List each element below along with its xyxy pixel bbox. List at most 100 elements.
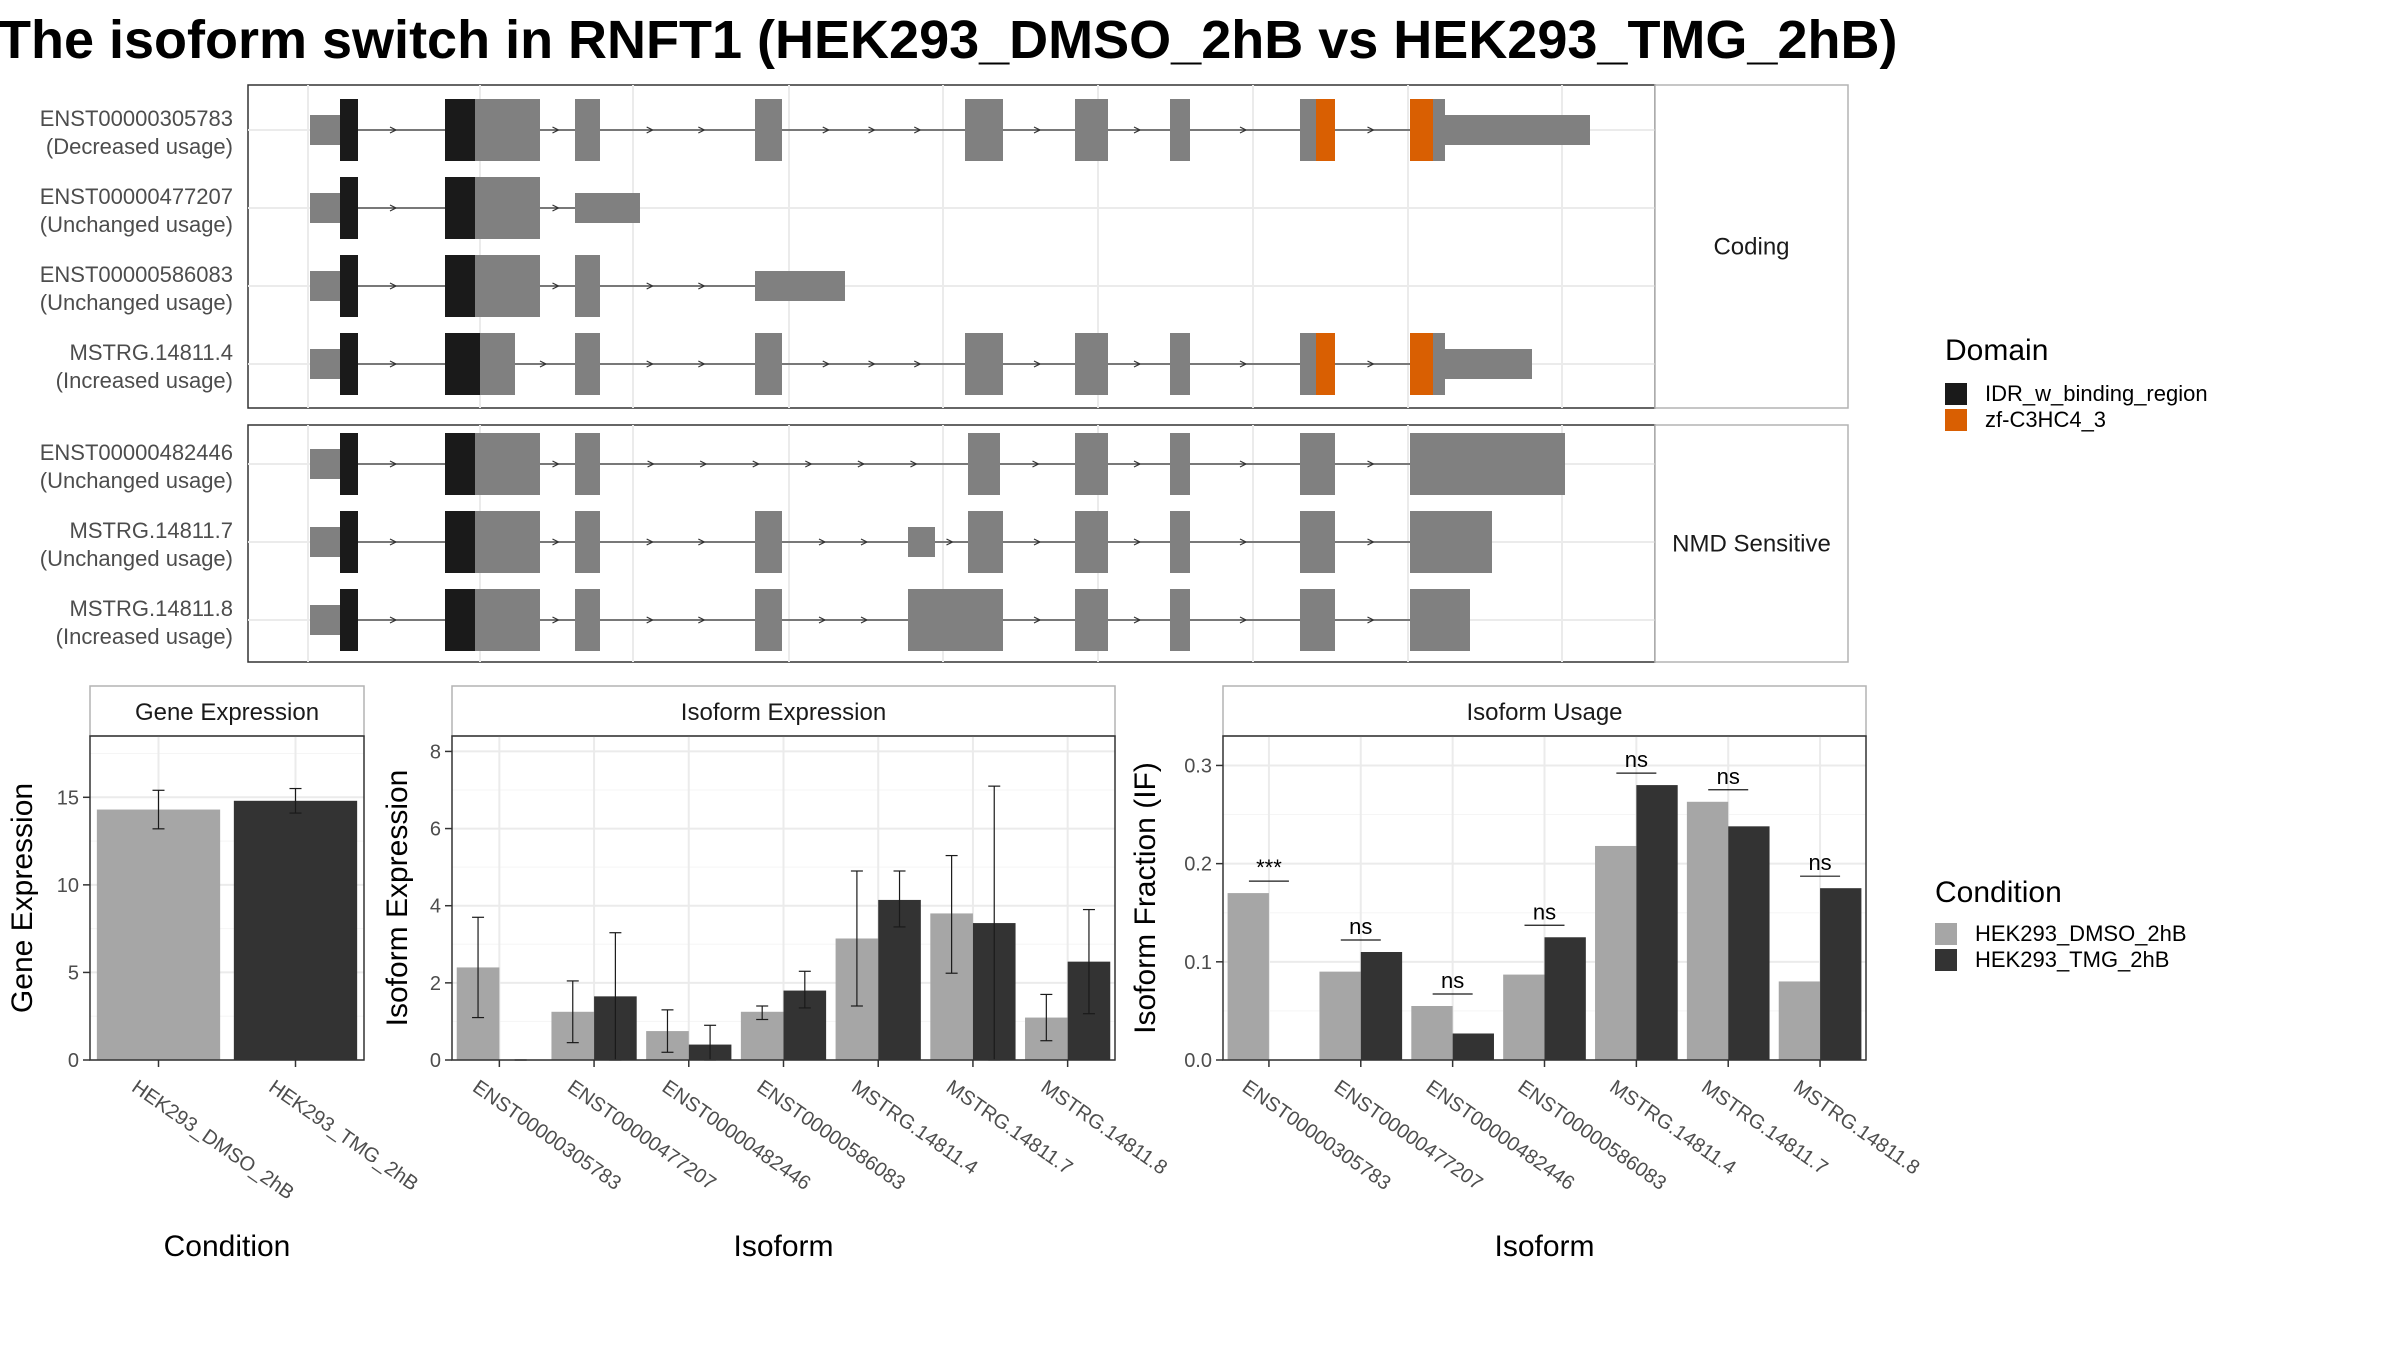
data-bar (96, 809, 221, 1060)
intron-arrow (946, 538, 954, 546)
data-bar (1728, 826, 1770, 1060)
domain-idr-block (445, 255, 475, 317)
data-bar (1452, 1033, 1494, 1060)
intron-arrow (539, 360, 548, 368)
y-tick-label: 15 (57, 787, 79, 809)
transcript-MSTRG.14811.7: MSTRG.14811.7 (Unchanged usage) (40, 511, 1492, 573)
data-bar (1411, 1006, 1453, 1060)
transcript-usage-label: (Increased usage) (56, 624, 233, 649)
intron-arrow (389, 204, 398, 212)
exon-block (310, 115, 345, 145)
y-tick-label: 0 (430, 1050, 441, 1072)
exon-block (1075, 333, 1108, 395)
intron-arrow (698, 126, 706, 134)
transcript-MSTRG.14811.8: MSTRG.14811.8 (Increased usage) (56, 589, 1470, 651)
figure-title: The isoform switch in RNFT1 (HEK293_DMSO… (0, 10, 1897, 70)
intron-arrow (646, 360, 655, 368)
exon-block (575, 589, 600, 651)
transcript-usage-label: (Unchanged usage) (40, 468, 233, 493)
exon-block (1170, 589, 1190, 651)
exon-block (965, 333, 1003, 395)
y-axis-title: Isoform Fraction (IF) (1129, 762, 1162, 1034)
intron-arrow (1367, 126, 1375, 134)
intron-arrow (1239, 126, 1248, 134)
facet-strip-label: Coding (1713, 234, 1789, 261)
exon-block (575, 333, 600, 395)
exon-block (1075, 511, 1108, 573)
intron-arrow (1367, 460, 1375, 468)
significance-label: ns (1441, 968, 1464, 993)
exon-block (575, 193, 640, 223)
intron-arrow (552, 282, 560, 290)
intron-arrow (389, 282, 398, 290)
intron-arrow (552, 538, 560, 546)
intron-arrow (1133, 538, 1142, 546)
y-tick-label: 10 (57, 875, 79, 897)
domain-idr-block (445, 177, 475, 239)
exon-block (1410, 511, 1492, 573)
panel-strip (1222, 685, 1867, 737)
intron-arrow (1239, 538, 1248, 546)
intron-arrow (389, 360, 398, 368)
exon-block (310, 527, 345, 557)
intron-arrow (647, 460, 655, 468)
exon-block (1170, 333, 1190, 395)
exon-block (755, 333, 782, 395)
intron-arrow (646, 616, 655, 624)
transcript-id-label: ENST00000477207 (40, 184, 233, 209)
x-tick-label: ENST00000305783 (1238, 1076, 1395, 1195)
data-bar (1319, 971, 1361, 1060)
exon-block (908, 589, 1003, 651)
intron-arrow (552, 460, 560, 468)
transcript-usage-label: (Unchanged usage) (40, 546, 233, 571)
intron-arrow (1239, 460, 1248, 468)
intron-arrow (646, 126, 655, 134)
structure-group-1: NMD Sensitive ENST00000482446 (Unchanged u… (40, 424, 1849, 663)
condition-legend-key (1935, 949, 1957, 971)
exon-block (1300, 433, 1335, 495)
condition-legend-label: HEK293_TMG_2hB (1975, 947, 2169, 972)
transcript-id-label: MSTRG.14811.4 (70, 340, 233, 365)
intron-arrow (910, 460, 918, 468)
intron-arrow (1133, 126, 1142, 134)
condition-legend-label: HEK293_DMSO_2hB (1975, 921, 2187, 946)
gene-expression-panel: Gene Expression051015HEK293_DMSO_2hBHEK2… (6, 685, 422, 1263)
transcript-usage-label: (Unchanged usage) (40, 212, 233, 237)
intron-arrow (1033, 616, 1042, 624)
data-bar (233, 800, 358, 1060)
domain-idr-block (340, 177, 358, 239)
intron-arrow (1367, 538, 1375, 546)
exon-block (755, 589, 782, 651)
panel-strip-label: Isoform Expression (681, 699, 886, 726)
significance-label: ns (1717, 764, 1740, 789)
domain-zf-block (1410, 99, 1433, 161)
intron-arrow (822, 360, 831, 368)
domain-idr-block (445, 511, 475, 573)
exon-block (575, 99, 600, 161)
domain-idr-block (340, 589, 358, 651)
domain-idr-block (445, 589, 475, 651)
transcript-id-label: MSTRG.14811.7 (70, 518, 233, 543)
condition-legend-title: Condition (1935, 876, 2062, 909)
exon-block (310, 605, 345, 635)
intron-arrow (698, 282, 706, 290)
exon-block (310, 193, 345, 223)
domain-zf-block (1316, 99, 1335, 161)
domain-legend-label: zf-C3HC4_3 (1985, 407, 2106, 432)
transcript-usage-label: (Unchanged usage) (40, 290, 233, 315)
domain-zf-block (1316, 333, 1335, 395)
exon-block (1075, 433, 1108, 495)
exon-block (1075, 99, 1108, 161)
facet-strip (1654, 84, 1849, 409)
exon-block (1445, 349, 1532, 379)
exon-block (968, 433, 1000, 495)
domain-legend-label: IDR_w_binding_region (1985, 381, 2208, 406)
intron-arrow (552, 616, 560, 624)
exon-block (965, 99, 1003, 161)
panel-strip-label: Isoform Usage (1466, 699, 1622, 726)
intron-arrow (1239, 360, 1248, 368)
exon-block (1170, 511, 1190, 573)
y-tick-label: 0.2 (1184, 854, 1212, 876)
data-bar (1360, 952, 1403, 1060)
